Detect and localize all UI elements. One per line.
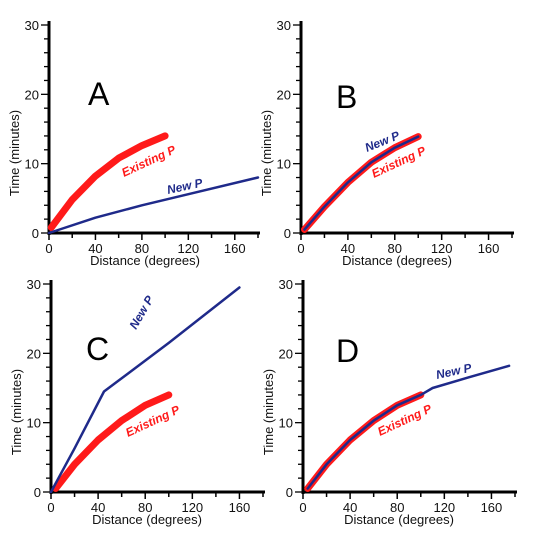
- y-tick-label: 10: [279, 416, 293, 431]
- x-tick-label: 160: [481, 500, 503, 515]
- new-p-curve: [306, 364, 511, 490]
- existing-p-label: Existing P: [119, 142, 178, 180]
- x-tick-label: 160: [478, 241, 500, 256]
- x-axis-label: Distance (degrees): [342, 253, 452, 268]
- x-axis-label: Distance (degrees): [90, 253, 200, 268]
- x-axis-label: Distance (degrees): [92, 512, 202, 527]
- x-tick-label: 40: [341, 241, 355, 256]
- y-tick-label: 10: [27, 416, 41, 431]
- chart-panel-c: 0 40 80 120 160 0 10 20 30 Distance (degrees) Time…: [9, 277, 265, 527]
- y-tick-label: 10: [277, 157, 291, 172]
- y-tick-label: 20: [27, 346, 41, 361]
- existing-p-curve: [304, 391, 425, 492]
- new-p-curve: [49, 286, 241, 494]
- y-tick-label: 0: [286, 485, 293, 500]
- existing-p-curve: [301, 133, 422, 233]
- x-tick-label: 120: [431, 241, 453, 256]
- y-tick-label: 0: [284, 226, 291, 241]
- panel-letter: B: [336, 79, 357, 115]
- x-tick-label: 0: [45, 241, 52, 256]
- y-tick-label: 30: [25, 18, 39, 33]
- x-tick-label: 40: [343, 500, 357, 515]
- y-tick-label: 0: [34, 485, 41, 500]
- panel-letter: D: [336, 333, 359, 369]
- x-tick-label: 120: [181, 500, 203, 515]
- chart-panel-a: 0 40 80 120 160 0 10 20 30 Distance (degrees) Time…: [7, 18, 260, 268]
- x-tick-label: 0: [47, 500, 54, 515]
- panel-letter: A: [88, 76, 110, 112]
- x-tick-label: 80: [388, 241, 402, 256]
- y-axis-label: Time (minutes): [259, 110, 274, 196]
- x-tick-label: 160: [224, 241, 246, 256]
- existing-p-label: Existing P: [123, 402, 182, 440]
- y-tick-label: 20: [277, 87, 291, 102]
- y-axis-label: Time (minutes): [261, 369, 276, 455]
- x-tick-label: 120: [433, 500, 455, 515]
- x-tick-label: 80: [390, 500, 404, 515]
- new-p-curve: [47, 176, 260, 235]
- x-tick-label: 40: [88, 241, 102, 256]
- panel-letter: C: [86, 331, 109, 367]
- x-tick-label: 120: [177, 241, 199, 256]
- x-tick-label: 160: [229, 500, 251, 515]
- x-tick-label: 40: [91, 500, 105, 515]
- x-axis-label: Distance (degrees): [344, 512, 454, 527]
- y-tick-label: 30: [27, 277, 41, 292]
- existing-p-label: Existing P: [375, 401, 434, 439]
- x-tick-label: 80: [135, 241, 149, 256]
- chart-panel-d: 0 40 80 120 160 0 10 20 30 Distance (degrees) Time…: [261, 277, 517, 527]
- existing-p-curve: [52, 391, 173, 492]
- y-tick-label: 30: [279, 277, 293, 292]
- y-tick-label: 30: [277, 18, 291, 33]
- existing-p-curve: [47, 132, 169, 231]
- x-tick-label: 0: [299, 500, 306, 515]
- x-tick-label: 80: [138, 500, 152, 515]
- y-tick-label: 20: [25, 87, 39, 102]
- y-tick-label: 0: [32, 226, 39, 241]
- y-tick-label: 20: [279, 346, 293, 361]
- y-axis-label: Time (minutes): [7, 110, 22, 196]
- y-tick-label: 10: [25, 157, 39, 172]
- y-axis-label: Time (minutes): [9, 369, 24, 455]
- new-p-curve: [303, 135, 420, 231]
- new-p-label: New P: [126, 292, 157, 331]
- x-tick-label: 0: [297, 241, 304, 256]
- chart-panel-b: 0 40 80 120 160 0 10 20 30 Distance (degrees) Time…: [259, 18, 514, 268]
